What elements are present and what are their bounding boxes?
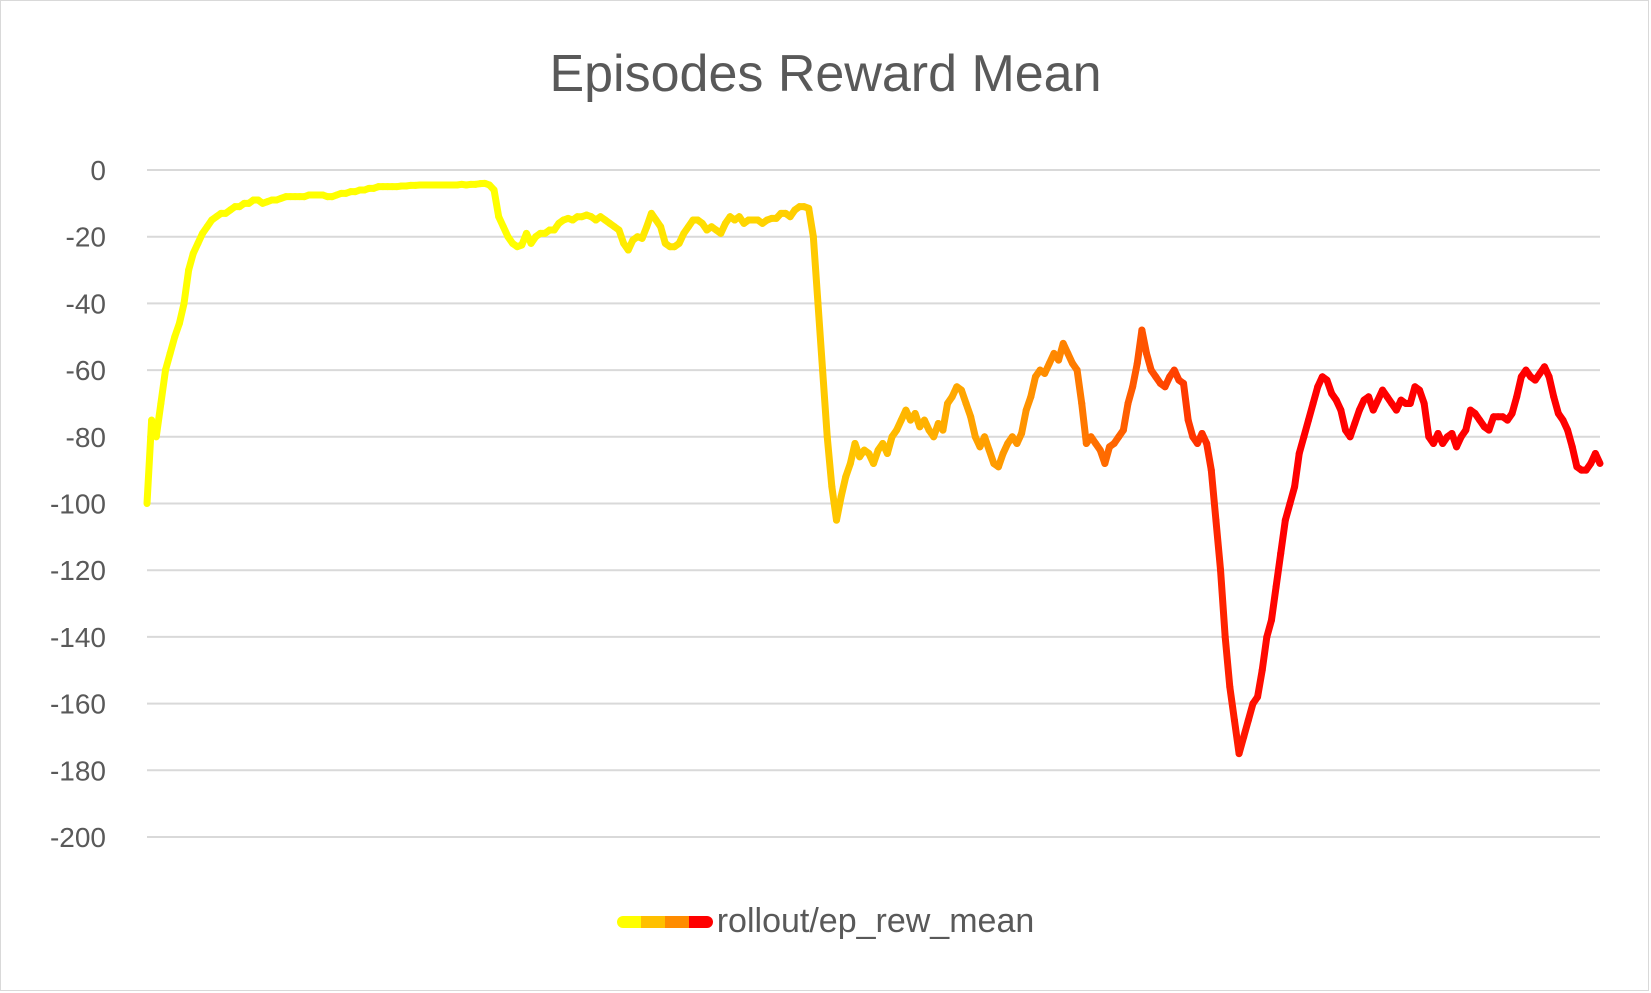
series-segment [1119, 399, 1132, 434]
series-segment [180, 266, 193, 307]
y-tick-label: 0 [90, 155, 106, 186]
chart-title: Episodes Reward Mean [549, 45, 1102, 103]
series-segment [1277, 516, 1289, 558]
y-tick-label: -60 [66, 355, 106, 386]
series-segment [1203, 439, 1215, 474]
y-axis-ticks: 0 -20 -40 -60 -80 -100 -120 -140 -160 -180 -200 [50, 155, 106, 853]
y-tick-label: -20 [66, 222, 106, 253]
gridlines [147, 169, 1600, 838]
series-segment [809, 233, 822, 307]
series-segment [1129, 359, 1141, 391]
series-segment [152, 399, 165, 441]
series-segment [1078, 399, 1090, 447]
series-segment [1591, 449, 1604, 467]
series-segment [805, 204, 817, 241]
legend-label: rollout/ep_rew_mean [716, 902, 1035, 940]
series-segment [1138, 326, 1151, 357]
series-segment [1221, 633, 1234, 691]
legend: rollout/ep_rew_mean [0, 902, 1651, 941]
y-tick-label: -40 [66, 288, 106, 319]
series-segment [814, 299, 827, 374]
y-tick-label: -100 [50, 489, 106, 520]
series-segment [819, 366, 831, 441]
y-tick-label: -140 [50, 622, 106, 653]
series-segment [157, 366, 170, 407]
series-segment [490, 186, 503, 221]
series-segment [1258, 633, 1271, 674]
series-segment [1226, 683, 1238, 724]
series-segment [1212, 516, 1225, 574]
series-segment [939, 399, 952, 434]
series-segment [1254, 666, 1266, 701]
series-segment [1272, 550, 1285, 591]
series-segment [1207, 466, 1220, 524]
series-segment [1217, 566, 1229, 641]
series-segment [1291, 449, 1303, 491]
y-tick-label: -120 [50, 555, 106, 586]
y-tick-label: -160 [50, 689, 106, 720]
series-segment [1180, 379, 1192, 424]
y-tick-label: -180 [50, 755, 106, 786]
series-segment [1018, 406, 1030, 437]
series-segment [823, 433, 836, 491]
legend-swatch [616, 915, 713, 928]
series-segment [1073, 366, 1086, 407]
series-line [143, 179, 1604, 758]
y-tick-label: -200 [50, 822, 106, 853]
series-segment [143, 416, 156, 507]
y-tick-label: -80 [66, 422, 106, 453]
series-segment [1420, 399, 1433, 441]
series-segment [832, 493, 845, 524]
series-segment [1267, 583, 1280, 624]
